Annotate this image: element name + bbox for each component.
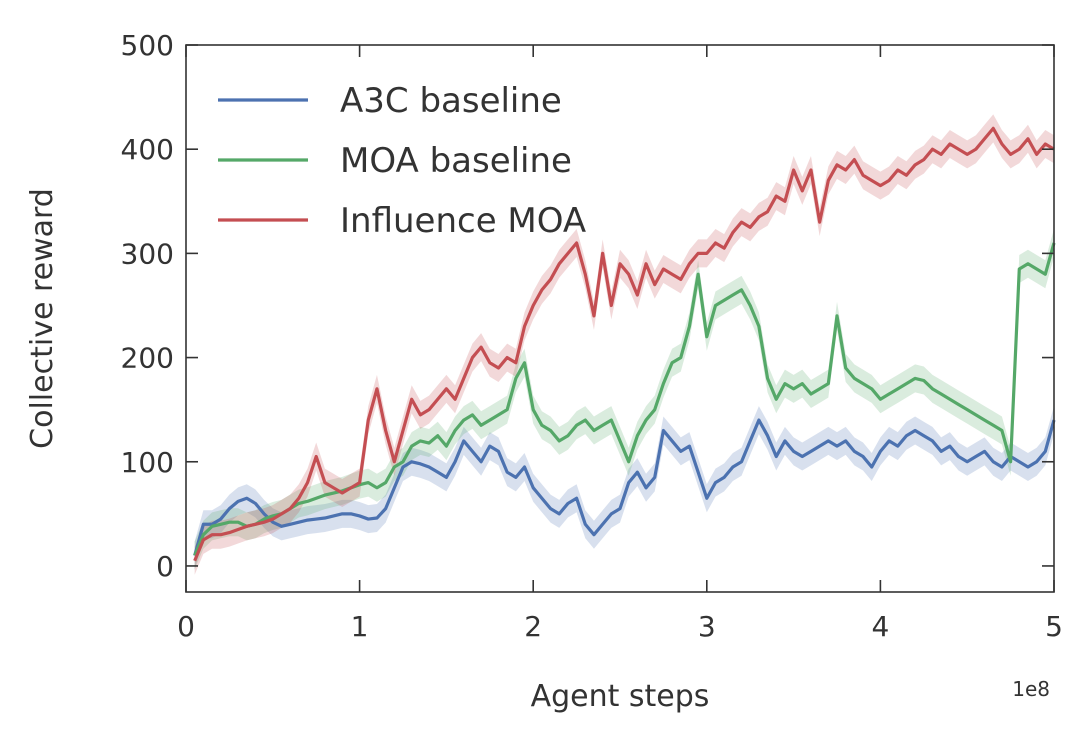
series-line-0 bbox=[193, 418, 1056, 556]
series-lines bbox=[193, 126, 1056, 562]
x-tick-label: 1 bbox=[351, 610, 369, 643]
legend: A3C baseline MOA baseline Influence MOA bbox=[218, 81, 586, 241]
x-tick-label: 2 bbox=[524, 610, 542, 643]
confidence-bands bbox=[194, 114, 1054, 575]
confidence-band-0 bbox=[194, 406, 1054, 570]
x-tick-label: 4 bbox=[871, 610, 889, 643]
legend-label-0: A3C baseline bbox=[340, 81, 562, 121]
y-tick-label: 100 bbox=[121, 446, 174, 479]
x-tick-label: 0 bbox=[177, 610, 195, 643]
x-offset-label: 1e8 bbox=[1012, 677, 1050, 701]
legend-label-1: MOA baseline bbox=[340, 141, 572, 181]
x-axis-label: Agent steps bbox=[531, 679, 710, 714]
x-tick-label: 3 bbox=[698, 610, 716, 643]
y-tick-label: 0 bbox=[156, 550, 174, 583]
y-tick-label: 300 bbox=[121, 237, 174, 270]
axis-ticks: 0 1 2 3 4 5 0 100 200 300 400 500 bbox=[121, 29, 1063, 643]
confidence-band-2 bbox=[194, 114, 1054, 575]
series-line-2 bbox=[193, 126, 1055, 562]
y-tick-label: 500 bbox=[121, 29, 174, 62]
y-axis-label: Collective reward bbox=[25, 188, 60, 449]
y-tick-label: 200 bbox=[121, 342, 174, 375]
y-tick-label: 400 bbox=[121, 133, 174, 166]
x-tick-label: 5 bbox=[1045, 610, 1063, 643]
plot-frame bbox=[185, 44, 1055, 593]
legend-label-2: Influence MOA bbox=[340, 201, 586, 241]
